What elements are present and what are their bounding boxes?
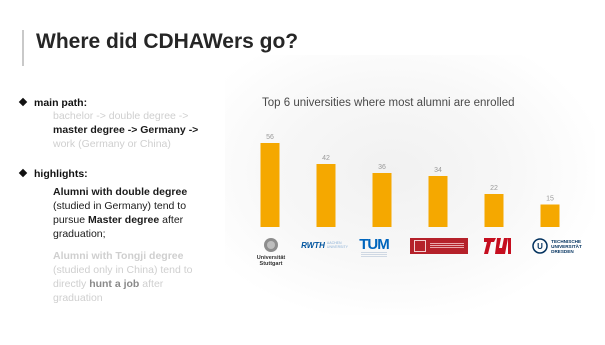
tum-logo-subtext	[361, 251, 387, 258]
highlight1-line1: Alumni with double degree	[53, 186, 188, 198]
highlight2-emphasis: hunt a job	[89, 278, 140, 290]
tu-dresden-emblem-icon: U	[532, 238, 548, 254]
bar-value-label: 34	[434, 167, 442, 174]
bar-1	[260, 143, 280, 227]
tu-berlin-logo	[484, 236, 514, 256]
tu-dresden-logo-text: DRESDEN	[551, 248, 574, 254]
stuttgart-logo-text: Universität	[256, 255, 286, 261]
tu-dresden-logo-text: TECHNISCHE	[551, 238, 582, 244]
svg-text:U: U	[537, 242, 543, 251]
rwth-logo-subtext: AACHEN UNIVERSITY	[326, 241, 348, 249]
highlight2-line2: (studied only in China) tend to	[53, 264, 193, 276]
chart-title: Top 6 universities where most alumni are…	[262, 97, 515, 109]
stuttgart-logo: Universität Stuttgart	[254, 237, 288, 267]
main-path-line1: bachelor -> double degree ->	[53, 110, 189, 122]
highlight1-line4: graduation;	[53, 228, 106, 240]
diamond-bullet-icon	[18, 97, 28, 107]
bar-3	[372, 173, 392, 227]
hochschule-logo-text	[430, 243, 464, 249]
bullet-main-path: main path:	[18, 97, 88, 109]
tu-dresden-logo-text: UNIVERSITÄT	[551, 243, 582, 249]
tu-berlin-emblem-icon	[484, 238, 511, 254]
tu-dresden-logo: U TECHNISCHE UNIVERSITÄT DRESDEN	[528, 236, 586, 256]
bar-value-label: 36	[378, 164, 386, 171]
title-accent-bar	[22, 30, 24, 66]
highlights-label: highlights:	[34, 168, 88, 180]
slide-title: Where did CDHAWers go?	[36, 30, 299, 53]
bar-5	[484, 194, 504, 227]
highlight1-line3: pursue Master degree after	[53, 214, 183, 227]
diamond-bullet-icon	[18, 168, 28, 178]
stuttgart-logo-text: Stuttgart	[259, 261, 283, 267]
bar-value-label: 22	[490, 185, 498, 192]
highlight2-line4: graduation	[53, 292, 103, 304]
rwth-logo-text: RWTH	[301, 240, 325, 250]
bar-chart: 56 42 36 34 22 15	[260, 134, 560, 227]
highlight2-text: after	[139, 278, 164, 290]
bar-value-label: 15	[546, 196, 554, 203]
crest-icon	[414, 240, 426, 252]
bar-2	[316, 164, 336, 227]
tum-logo-text: TUM	[359, 235, 389, 253]
main-path-line2: master degree -> Germany ->	[53, 124, 199, 136]
highlight2-text: directly	[53, 278, 90, 290]
tum-logo: TUM	[359, 235, 390, 258]
highlight1-emphasis: Master degree	[88, 214, 160, 226]
highlight2-line1: Alumni with Tongji degree	[53, 250, 184, 262]
main-path-label: main path:	[34, 97, 88, 109]
stuttgart-emblem-icon	[264, 238, 278, 252]
bar-value-label: 56	[266, 134, 274, 141]
highlight1-text: after	[159, 214, 184, 226]
highlight1-text: pursue	[53, 214, 89, 226]
bar-value-label: 42	[322, 155, 330, 162]
hochschule-logo	[410, 238, 468, 254]
main-path-line3: work (Germany or China)	[53, 138, 171, 150]
background-image	[225, 55, 595, 315]
rwth-logo: RWTH AACHEN UNIVERSITY	[300, 238, 348, 252]
highlight2-line3: directly hunt a job after	[53, 278, 163, 291]
bullet-highlights: highlights:	[18, 168, 88, 180]
highlight1-line2: (studied in Germany) tend to	[53, 200, 187, 212]
bar-4	[428, 176, 448, 227]
bar-6	[540, 204, 560, 227]
